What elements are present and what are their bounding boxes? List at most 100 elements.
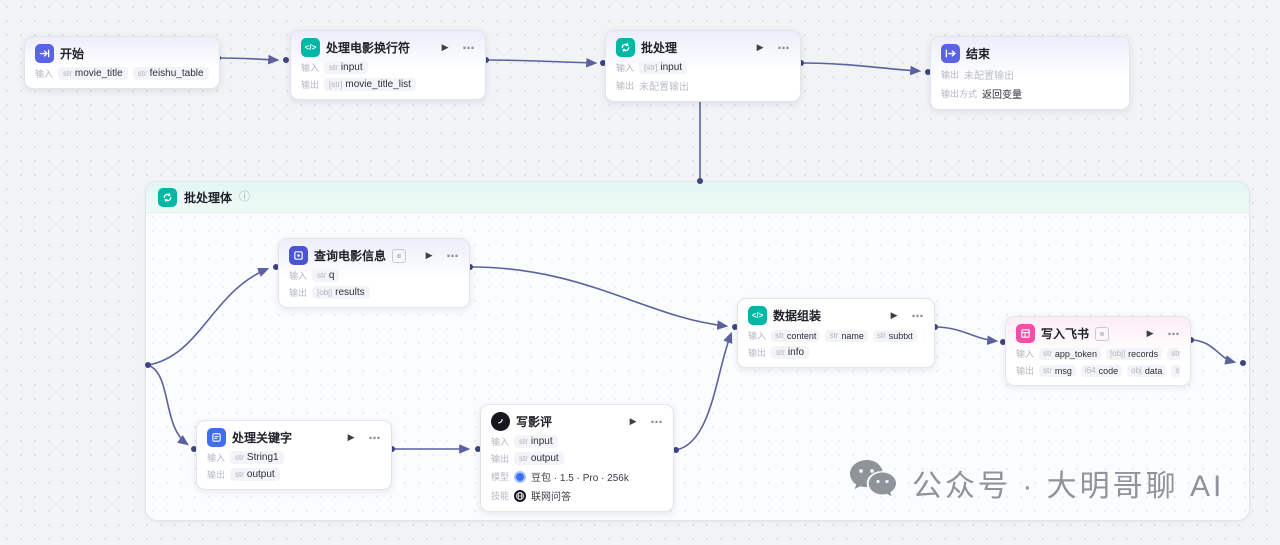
param-chip: i64 code xyxy=(1080,364,1123,377)
param-chip: str input xyxy=(324,61,368,74)
param-chip: str q xyxy=(312,269,340,282)
llm-icon xyxy=(491,412,510,431)
param-chip: str String1 xyxy=(230,451,284,464)
more-button[interactable]: ⋯ xyxy=(650,414,663,429)
row-label: 输出 xyxy=(289,288,308,298)
param-chip: str output xyxy=(230,468,280,481)
plugin-icon xyxy=(289,246,308,265)
watermark-text: 公众号 · 大明哥聊 AI xyxy=(912,469,1225,503)
batch-icon xyxy=(616,38,635,57)
feishu-table-icon xyxy=(1016,324,1035,343)
node-title: 写入飞书 xyxy=(1041,327,1090,341)
node-write-review[interactable]: 写影评 ▶ ⋯ 输入 str input 输出 str output 模型 豆包 ·… xyxy=(480,404,674,512)
node-title: 处理电影换行符 xyxy=(326,41,411,55)
edge-start-linebreak xyxy=(217,54,280,65)
more-button[interactable]: ⋯ xyxy=(911,308,924,323)
model-value: 豆包 · 1.5 · Pro · 256k xyxy=(531,473,629,484)
node-process-linebreaks[interactable]: </> 处理电影换行符 ▶ ⋯ 输入 str input 输出 [str] movi… xyxy=(290,30,486,100)
row-label: 输入 xyxy=(1016,349,1035,359)
row-label: 输入 xyxy=(207,453,226,463)
node-end[interactable]: 结束 输出 未配置输出 输出方式 返回变量 xyxy=(930,36,1130,110)
model-icon xyxy=(514,470,527,483)
param-chip: str content xyxy=(771,329,821,342)
param-chip: str feishu_table xyxy=(132,67,209,80)
watermark: 公众号 · 大明哥聊 AI xyxy=(848,458,1224,507)
param-chip: strcasts xyxy=(921,329,924,342)
node-title: 结束 xyxy=(966,47,991,61)
param-chip: str info xyxy=(771,346,810,359)
param-chip: [obj] records xyxy=(1105,347,1163,360)
more-button[interactable]: ⋯ xyxy=(368,430,381,445)
param-chip: strlog_id xyxy=(1171,364,1180,377)
node-title: 写影评 xyxy=(516,415,553,429)
row-label: 输出 xyxy=(941,70,960,80)
run-button[interactable]: ▶ xyxy=(629,416,637,426)
row-label: 输入 xyxy=(616,63,635,73)
more-button[interactable]: ⋯ xyxy=(462,40,475,55)
row-label: 输出 xyxy=(1016,366,1035,376)
row-label: 输入 xyxy=(289,271,308,281)
edge-batch-end xyxy=(800,62,922,76)
skill-value: 联网问答 xyxy=(531,492,572,503)
param-chip: obj data xyxy=(1127,364,1167,377)
code-icon: </> xyxy=(748,306,767,325)
no-output-text: 未配置输出 xyxy=(964,71,1015,82)
more-button[interactable]: ⋯ xyxy=(777,40,790,55)
row-label: 输出 xyxy=(207,470,226,480)
param-chip: str input xyxy=(514,435,558,448)
row-label: 输出 xyxy=(491,454,510,464)
run-button[interactable]: ▶ xyxy=(425,250,433,260)
batch-body-title: 批处理体 xyxy=(184,190,233,205)
edge-linebreak-batch xyxy=(485,57,598,68)
row-label: 输出方式 xyxy=(941,89,978,99)
batch-body-icon xyxy=(158,187,177,207)
param-chip: str msg xyxy=(1039,364,1076,377)
run-button[interactable]: ▶ xyxy=(756,42,764,52)
node-title: 查询电影信息 xyxy=(314,249,387,263)
node-data-assemble[interactable]: </> 数据组装 ▶ ⋯ 输入 str content str name str su… xyxy=(737,298,935,368)
plugin-badge-icon xyxy=(1095,326,1110,341)
node-query-movie-info[interactable]: 查询电影信息 ▶ ⋯ 输入 str q 输出 [obj] results xyxy=(278,238,470,308)
run-button[interactable]: ▶ xyxy=(347,432,355,442)
node-process-keyword[interactable]: 处理关键字 ▶ ⋯ 输入 str String1 输出 str output xyxy=(196,420,392,490)
node-title: 处理关键字 xyxy=(232,431,293,445)
param-chip: str subtxt xyxy=(872,329,917,342)
param-chip: [obj] results xyxy=(312,286,370,299)
row-label: 输出 xyxy=(616,81,635,91)
param-chip: str app_token xyxy=(1039,347,1101,360)
node-title: 批处理 xyxy=(641,41,678,55)
end-icon xyxy=(941,44,960,63)
row-label: 模型 xyxy=(491,472,510,482)
info-icon[interactable]: ⓘ xyxy=(239,190,251,203)
param-chip: str movie_title xyxy=(58,67,128,80)
row-label: 技能 xyxy=(491,491,510,501)
row-label: 输出 xyxy=(748,348,767,358)
row-label: 输出 xyxy=(301,80,320,90)
param-chip: [str] movie_title_list xyxy=(324,78,416,91)
row-label: 输入 xyxy=(301,63,320,73)
run-button[interactable]: ▶ xyxy=(890,310,898,320)
node-batch[interactable]: 批处理 ▶ ⋯ 输入 [str] input 输出 未配置输出 xyxy=(605,30,801,102)
row-label: 输入 xyxy=(35,69,54,79)
node-write-feishu[interactable]: 写入飞书 ▶ ⋯ 输入 str app_token [obj] records st… xyxy=(1005,316,1191,386)
param-chip: strtable_id xyxy=(1167,347,1180,360)
node-start[interactable]: 开始 输入 str movie_title str feishu_table xyxy=(24,36,220,89)
param-chip: [str] input xyxy=(639,61,688,74)
run-button[interactable]: ▶ xyxy=(1146,328,1154,338)
port[interactable] xyxy=(283,57,289,63)
param-chip: str output xyxy=(514,452,564,465)
wechat-icon xyxy=(848,458,898,507)
node-title: 开始 xyxy=(60,47,85,61)
more-button[interactable]: ⋯ xyxy=(446,248,459,263)
node-title: 数据组装 xyxy=(773,309,822,323)
more-button[interactable]: ⋯ xyxy=(1167,326,1180,341)
batch-body-header: 批处理体 ⓘ xyxy=(146,182,1249,213)
run-button[interactable]: ▶ xyxy=(441,42,449,52)
row-label: 输入 xyxy=(748,331,767,341)
param-chip: str name xyxy=(825,329,868,342)
no-output-text: 未配置输出 xyxy=(639,82,690,93)
web-search-skill-icon xyxy=(514,489,527,502)
code-icon: </> xyxy=(301,38,320,57)
row-label: 输入 xyxy=(491,437,510,447)
